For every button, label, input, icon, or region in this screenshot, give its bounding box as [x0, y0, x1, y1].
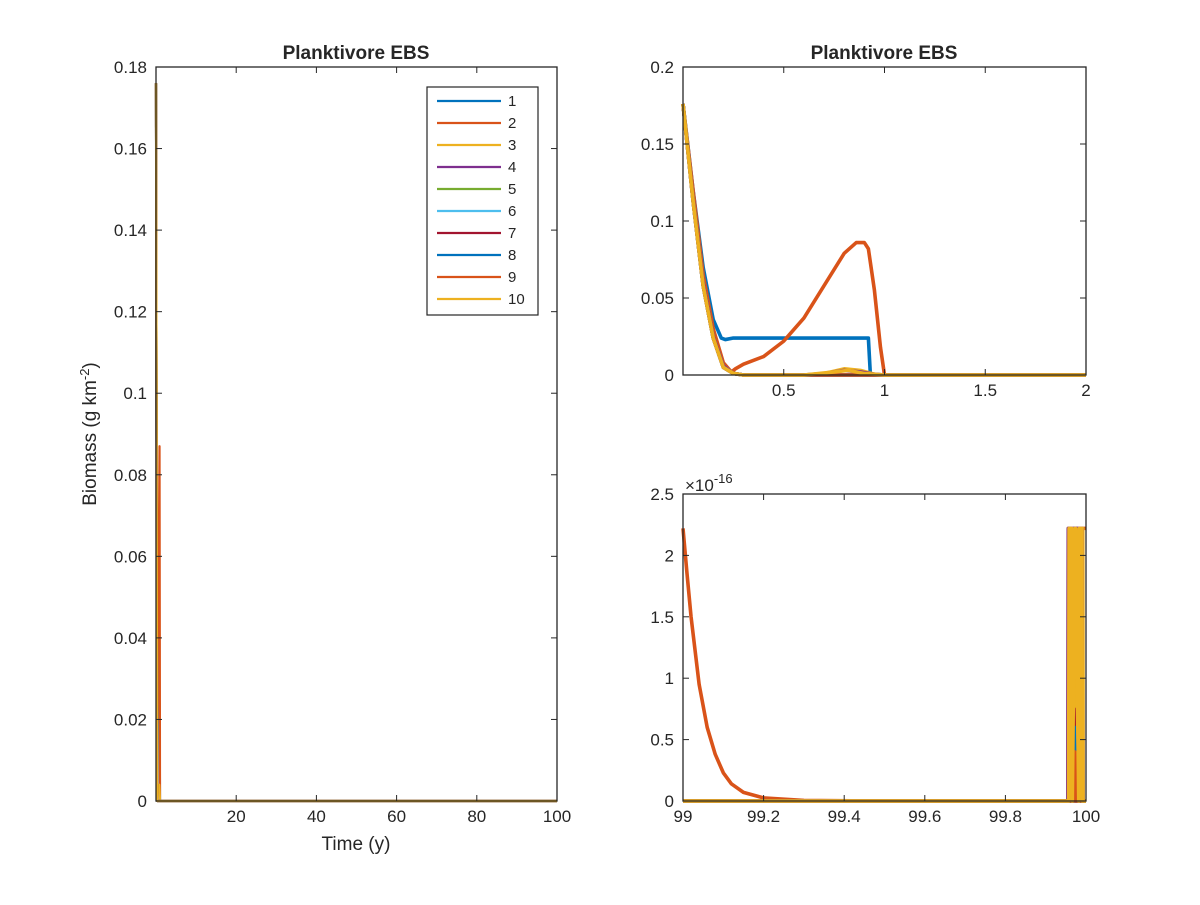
top-right-y-tick-label: 0.1	[650, 212, 674, 231]
legend-label-3: 3	[508, 137, 516, 154]
bottom-right-series-3-line	[683, 526, 1086, 803]
top-right-series-10-line	[681, 103, 1086, 377]
bottom-right-axes-box	[682, 493, 1087, 802]
bottom-right-ticks: 99 99.2 99.4 99.6 99.8 100 0 0.5 1 1.5 2 2.5	[650, 485, 1100, 826]
bottom-right-series-5-line	[683, 762, 1086, 803]
legend-label-4: 4	[508, 159, 516, 176]
left-y-axis-label-exponent: -2	[77, 369, 92, 381]
bottom-right-x-tick-label: 99	[674, 807, 693, 826]
left-y-axis-label-close: )	[80, 362, 101, 368]
top-right-series-3-line	[681, 103, 1086, 377]
left-y-tick-label: 0.04	[114, 629, 147, 648]
bottom-right-x-tick-label: 99.6	[908, 807, 941, 826]
top-right-x-tick-label: 2	[1081, 381, 1090, 400]
legend-items: 1 2 3 4 5 6 7 8 9 10	[437, 93, 525, 308]
bottom-right-exponent-label: ×10-16	[685, 471, 733, 495]
left-plot: Planktivore EBS 20 40 60 80 100 0 0.02 0.04 0.06…	[77, 43, 571, 855]
top-right-ticks: 0.5 1 1.5 2 0 0.05 0.1 0.15 0.2	[641, 58, 1091, 400]
bottom-right-y-tick-label: 2	[665, 546, 674, 565]
legend-box	[426, 86, 539, 316]
bottom-right-series-group	[681, 526, 1086, 803]
top-right-series-2-line	[681, 103, 1086, 377]
left-y-tick-label: 0.16	[114, 140, 147, 159]
legend-label-5: 5	[508, 181, 516, 198]
bottom-right-y-tick-label: 1.5	[650, 608, 674, 627]
legend-label-1: 1	[508, 93, 516, 110]
legend-label-2: 2	[508, 115, 516, 132]
exponent-base: ×10	[685, 476, 714, 495]
left-x-axis-label: Time (y)	[322, 834, 391, 855]
left-y-tick-label: 0.18	[114, 58, 147, 77]
bottom-right-x-tick-label: 99.4	[828, 807, 861, 826]
left-y-tick-label: 0.12	[114, 303, 147, 322]
exponent-power: -16	[714, 471, 733, 486]
legend-label-10: 10	[508, 291, 525, 308]
bottom-right-series-4-line	[683, 526, 1086, 803]
top-right-series-8-line	[681, 103, 1086, 377]
top-right-series-4-line	[681, 103, 1086, 377]
left-y-axis-label-main: Biomass (g km	[80, 380, 101, 506]
top-right-y-tick-label: 0.15	[641, 135, 674, 154]
left-ticks: 20 40 60 80 100 0 0.02 0.04 0.06 0.08 0.1 0.12 0.14 0…	[114, 58, 571, 826]
top-right-y-tick-label: 0.2	[650, 58, 674, 77]
top-right-series-1-line	[681, 103, 1086, 377]
top-right-series-5-line	[681, 103, 1086, 377]
left-x-tick-label: 40	[307, 807, 326, 826]
top-right-series-group	[681, 103, 1086, 377]
legend-label-7: 7	[508, 225, 516, 242]
bottom-right-x-tick-label: 100	[1072, 807, 1100, 826]
bottom-right-x-tick-label: 99.2	[747, 807, 780, 826]
left-y-tick-label: 0.02	[114, 710, 147, 729]
bottom-right-y-tick-label: 0	[665, 792, 674, 811]
left-x-tick-label: 100	[543, 807, 571, 826]
bottom-right-series-8-line	[683, 725, 1086, 803]
bottom-right-y-tick-label: 1	[665, 669, 674, 688]
legend-label-6: 6	[508, 203, 516, 220]
left-x-tick-label: 80	[467, 807, 486, 826]
legend-label-8: 8	[508, 247, 516, 264]
legend: 1 2 3 4 5 6 7 8 9 10	[426, 86, 539, 316]
top-right-plot: Planktivore EBS 0.5 1 1.5 2 0 0.05 0.1 0.15 0.2	[641, 43, 1091, 400]
left-y-tick-label: 0.14	[114, 221, 147, 240]
bottom-right-series-2-line	[681, 526, 1086, 803]
top-right-plot-title: Planktivore EBS	[811, 43, 958, 64]
top-right-x-tick-label: 1.5	[973, 381, 997, 400]
left-x-tick-label: 20	[227, 807, 246, 826]
top-right-axes-box	[682, 66, 1087, 376]
left-x-tick-label: 60	[387, 807, 406, 826]
legend-label-9: 9	[508, 269, 516, 286]
top-right-x-tick-label: 0.5	[772, 381, 796, 400]
bottom-right-x-tick-label: 99.8	[989, 807, 1022, 826]
top-right-y-tick-label: 0	[665, 366, 674, 385]
bottom-right-series-10-line	[683, 526, 1086, 803]
top-right-x-tick-label: 1	[880, 381, 889, 400]
left-plot-title: Planktivore EBS	[283, 43, 430, 64]
left-axes-box	[155, 66, 558, 802]
left-y-tick-label: 0.1	[123, 384, 147, 403]
left-y-tick-label: 0.08	[114, 466, 147, 485]
bottom-right-y-tick-label: 2.5	[650, 485, 674, 504]
bottom-right-y-tick-label: 0.5	[650, 731, 674, 750]
bottom-right-series-7-line	[683, 707, 1086, 803]
bottom-right-plot: 99 99.2 99.4 99.6 99.8 100 0 0.5 1 1.5 2 2.5 ×10-16	[650, 471, 1100, 826]
left-y-tick-label: 0	[138, 792, 147, 811]
top-right-y-tick-label: 0.05	[641, 289, 674, 308]
left-y-axis-label: Biomass (g km-2)	[77, 362, 101, 506]
top-right-series-6-line	[681, 103, 1086, 377]
top-right-series-7-line	[681, 103, 1086, 377]
top-right-series-9-line	[681, 103, 1086, 377]
left-y-tick-label: 0.06	[114, 547, 147, 566]
